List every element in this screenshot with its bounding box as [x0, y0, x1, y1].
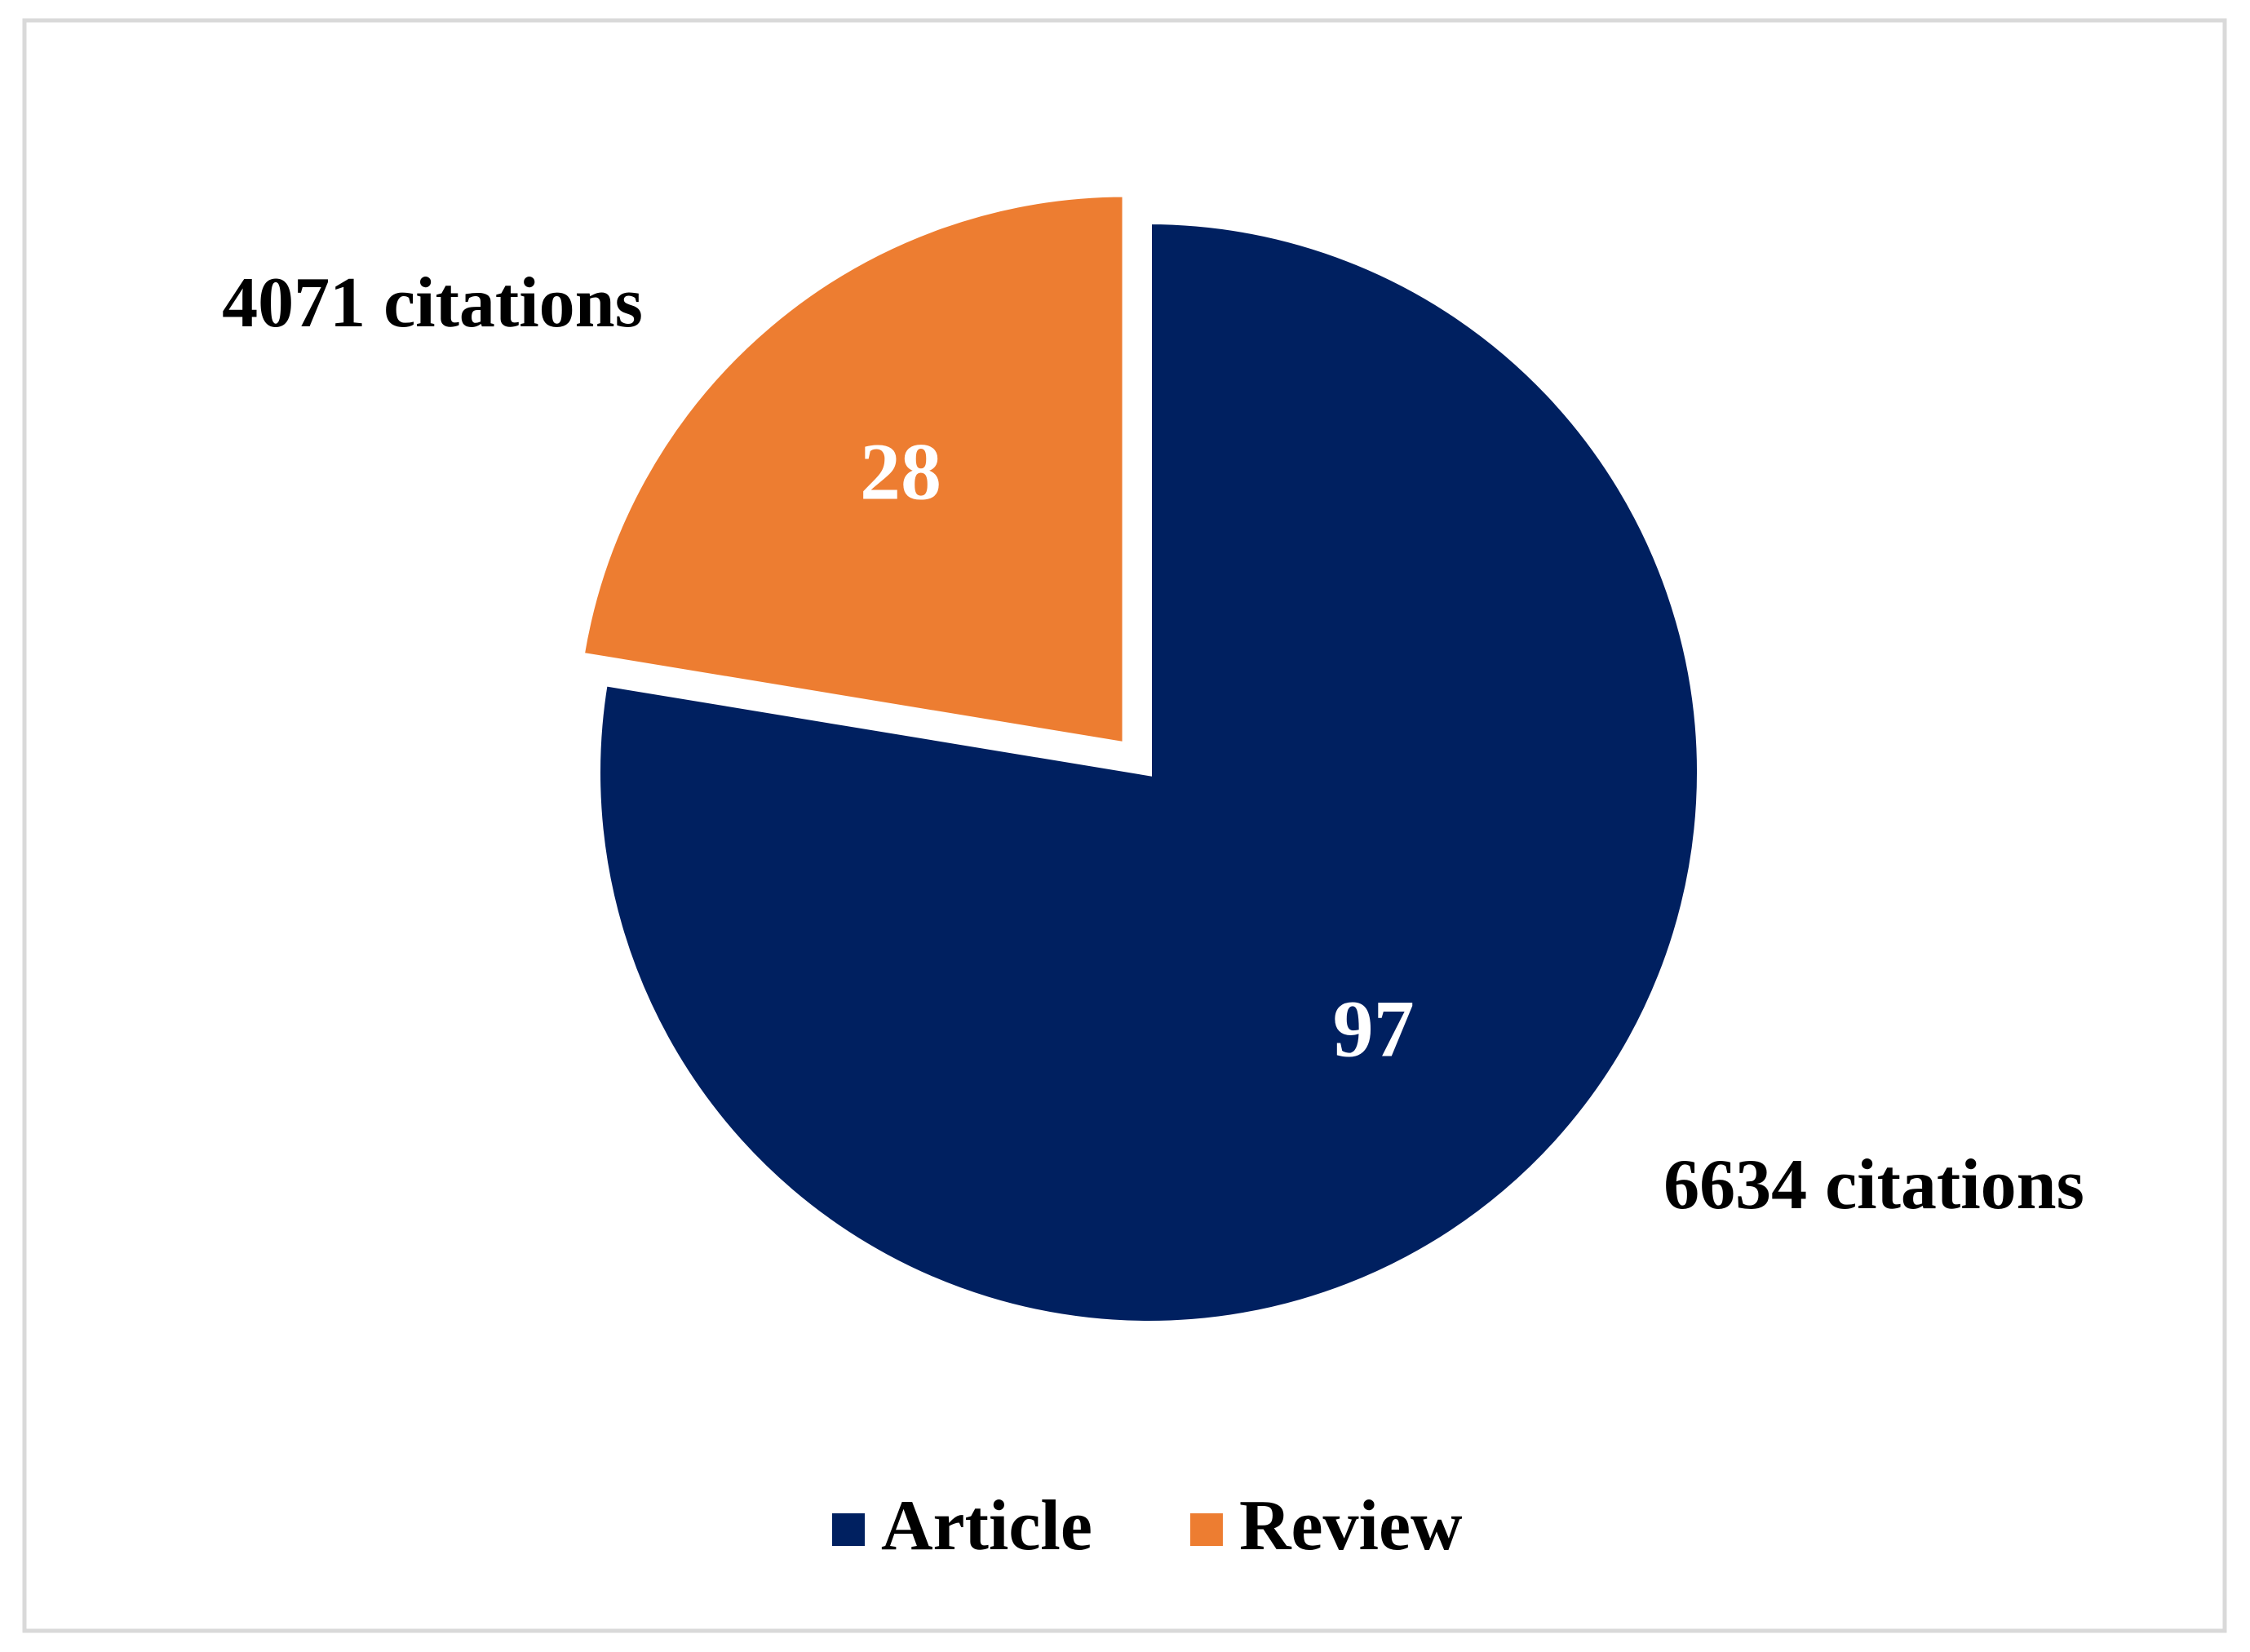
data-label: 97	[1333, 984, 1415, 1074]
legend-label: Review	[1239, 1486, 1463, 1566]
annotation: 6634 citations	[1663, 1145, 2084, 1225]
data-label: 28	[860, 427, 941, 517]
pie-slice	[594, 217, 1703, 1327]
annotation: 4071 citations	[222, 264, 643, 343]
legend-label: Article	[881, 1486, 1092, 1566]
pie-slice	[577, 190, 1129, 750]
legend-swatch	[832, 1513, 865, 1546]
legend-swatch	[1189, 1513, 1223, 1546]
